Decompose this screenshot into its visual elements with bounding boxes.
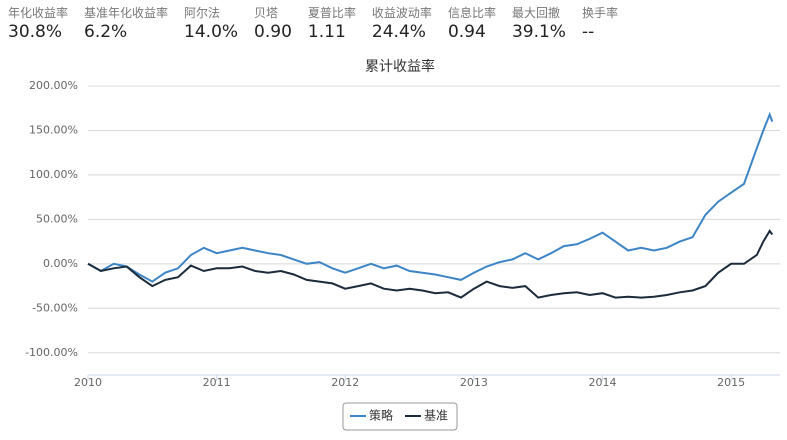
metric-value: -- [581,22,595,42]
metric: 年化收益率 30.8% [8,4,68,42]
metric: 换手率 -- [582,4,618,42]
metric-label: 收益波动率 [371,6,432,20]
metric-label: 贝塔 [254,6,279,20]
metrics: 年化收益率 30.8% 基准年化收益率 6.2% 阿尔法 14.0% 贝塔 0.90 夏普比率 1… [8,4,634,42]
y-tick-label: 100.00% [29,168,78,181]
y-tick-label: -100.00% [25,346,78,359]
metric-label: 年化收益率 [8,6,69,20]
chart-title: 累计收益率 [365,58,435,75]
y-tick-label: 50.00% [36,212,78,225]
metric-label: 夏普比率 [307,6,356,20]
metric-value: 6.2% [84,22,128,42]
y-tick-label: 0.00% [43,257,78,270]
x-tick-label: 2010 [74,376,102,389]
metric-label: 最大回撤 [511,6,560,20]
metric-label: 信息比率 [447,6,496,20]
y-tick-label: 200.00% [29,79,78,92]
metric-value: 24.4% [371,22,426,42]
metric: 基准年化收益率 6.2% [84,4,168,42]
metric-value: 14.0% [184,22,239,42]
metric: 阿尔法 14.0% [184,4,238,42]
metric: 信息比率 0.94 [448,4,496,42]
x-tick-label: 2013 [460,376,488,389]
metric: 收益波动率 24.4% [372,4,432,42]
y-tick-label: 150.00% [29,123,78,136]
metric-value: 0.94 [447,22,486,42]
legend-label[interactable]: 基准 [424,409,448,423]
metric: 贝塔 0.90 [254,4,292,42]
y-tick-label: -50.00% [32,301,78,314]
legend-box [342,402,458,431]
metric-label: 换手率 [581,6,618,20]
series-line [87,111,774,283]
x-tick-label: 2014 [588,376,616,389]
legend-label[interactable]: 策略 [369,408,393,423]
metric: 最大回撤 39.1% [512,4,566,42]
metric-value: 1.11 [307,22,346,42]
metric-value: 39.1% [511,22,566,42]
metric-value: 0.90 [254,22,292,42]
x-tick-label: 2015 [717,376,745,389]
metric: 夏普比率 1.11 [308,4,356,42]
series-line [87,229,774,299]
metric-label: 阿尔法 [184,6,221,20]
metric-value: 30.8% [8,22,63,42]
metric-label: 基准年化收益率 [84,6,169,20]
x-tick-label: 2011 [203,376,231,389]
x-tick-label: 2012 [331,376,359,389]
